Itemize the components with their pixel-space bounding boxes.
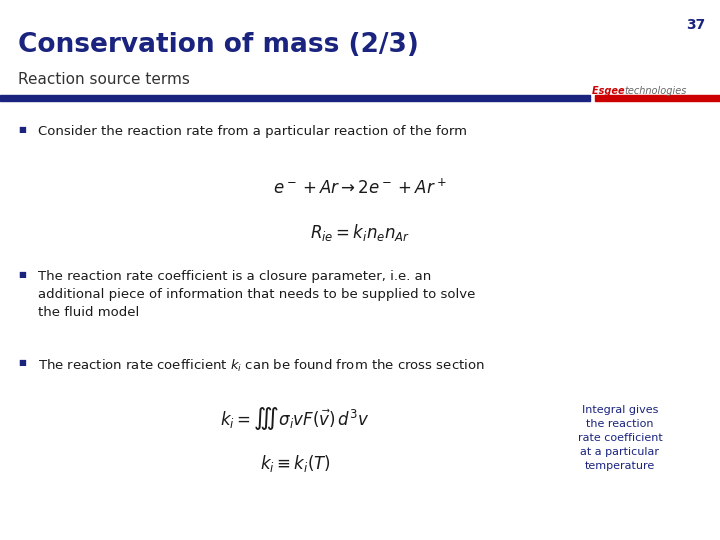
Text: Reaction source terms: Reaction source terms: [18, 72, 190, 87]
Text: ■: ■: [18, 358, 26, 367]
Bar: [595, 95, 720, 101]
Text: $R_{ie} = k_i n_e n_{Ar}$: $R_{ie} = k_i n_e n_{Ar}$: [310, 222, 410, 243]
Text: Esgee: Esgee: [592, 86, 628, 96]
Text: $k_i \equiv k_i(T)$: $k_i \equiv k_i(T)$: [260, 453, 330, 474]
Text: $e^- + Ar \rightarrow 2e^- + Ar^+$: $e^- + Ar \rightarrow 2e^- + Ar^+$: [273, 178, 447, 197]
Text: The reaction rate coefficient $\boldsymbol{k_i}$ can be found from the cross sec: The reaction rate coefficient $\boldsymb…: [38, 358, 485, 374]
Text: Integral gives
the reaction
rate coefficient
at a particular
temperature: Integral gives the reaction rate coeffic…: [577, 405, 662, 471]
Text: ■: ■: [18, 125, 26, 134]
Text: Conservation of mass (2/3): Conservation of mass (2/3): [18, 32, 419, 58]
Bar: [0, 95, 590, 101]
Text: technologies: technologies: [624, 86, 686, 96]
Text: The reaction rate coefficient is a closure parameter, i.e. an
additional piece o: The reaction rate coefficient is a closu…: [38, 270, 475, 319]
Text: Consider the reaction rate from a particular reaction of the form: Consider the reaction rate from a partic…: [38, 125, 467, 138]
Text: $k_i = \iiint \sigma_i v F(\vec{v})\, d^3 v$: $k_i = \iiint \sigma_i v F(\vec{v})\, d^…: [220, 405, 370, 432]
Text: 37: 37: [685, 18, 705, 32]
Text: ■: ■: [18, 270, 26, 279]
